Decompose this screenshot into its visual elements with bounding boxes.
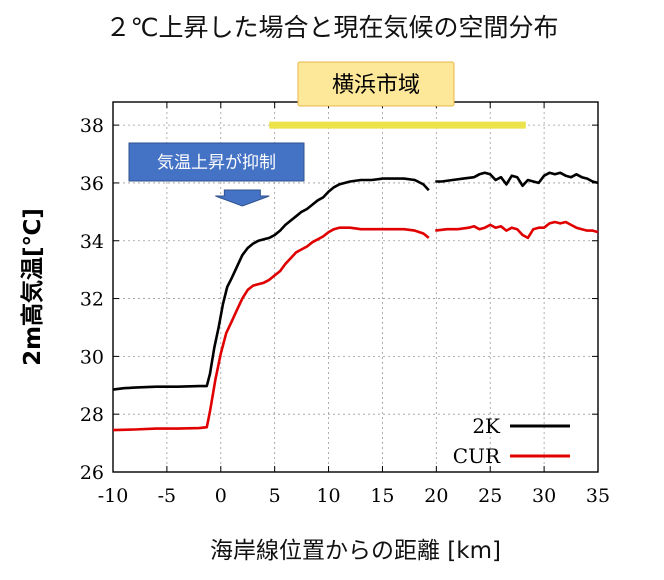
y-tick-label: 38: [80, 115, 104, 137]
x-axis-label: 海岸線位置からの距離 [km]: [210, 538, 501, 564]
suppress-label-box: [128, 142, 305, 182]
suppress-label: 気温上昇が抑制: [157, 153, 276, 173]
series-line-2k-1: [435, 171, 599, 188]
y-tick-label: 34: [80, 231, 104, 253]
legend-label-cur: CUR: [453, 444, 501, 468]
down-arrow-icon: [215, 189, 270, 207]
y-tick-label: 36: [80, 173, 104, 195]
x-ticks: -10 -5 0 5 10 15 20 25 30 35: [98, 102, 610, 507]
x-tick-label: 5: [269, 485, 281, 507]
series-group: [112, 171, 599, 432]
series-line-cur-0: [112, 226, 430, 432]
y-tick-label: 26: [80, 462, 104, 484]
series-line-2k-0: [112, 177, 430, 391]
series-line-cur-1: [435, 220, 599, 240]
annotations: 横浜市域 気温上昇が抑制: [128, 61, 526, 207]
legend: 2K CUR: [453, 414, 570, 468]
grid: [113, 102, 598, 472]
y-tick-label: 30: [80, 346, 104, 368]
x-tick-label: 0: [215, 485, 227, 507]
x-tick-label: -10: [98, 485, 129, 507]
y-tick-label: 28: [80, 404, 104, 426]
x-tick-label: 30: [532, 485, 556, 507]
legend-label-2k: 2K: [472, 414, 501, 438]
y-ticks: 26 28 30 32 34 36 38: [80, 115, 598, 484]
city-label: 横浜市域: [332, 73, 420, 98]
x-tick-label: 15: [370, 485, 394, 507]
x-tick-label: 10: [316, 485, 340, 507]
city-label-box: [297, 61, 455, 107]
y-tick-label: 32: [80, 289, 104, 311]
x-tick-label: 25: [478, 485, 502, 507]
x-tick-label: 20: [424, 485, 448, 507]
y-axis-label: 2m高気温[℃]: [19, 208, 46, 366]
chart-title: ２℃上昇した場合と現在気候の空間分布: [105, 13, 558, 42]
x-tick-label: -5: [158, 485, 177, 507]
x-tick-label: 35: [586, 485, 610, 507]
